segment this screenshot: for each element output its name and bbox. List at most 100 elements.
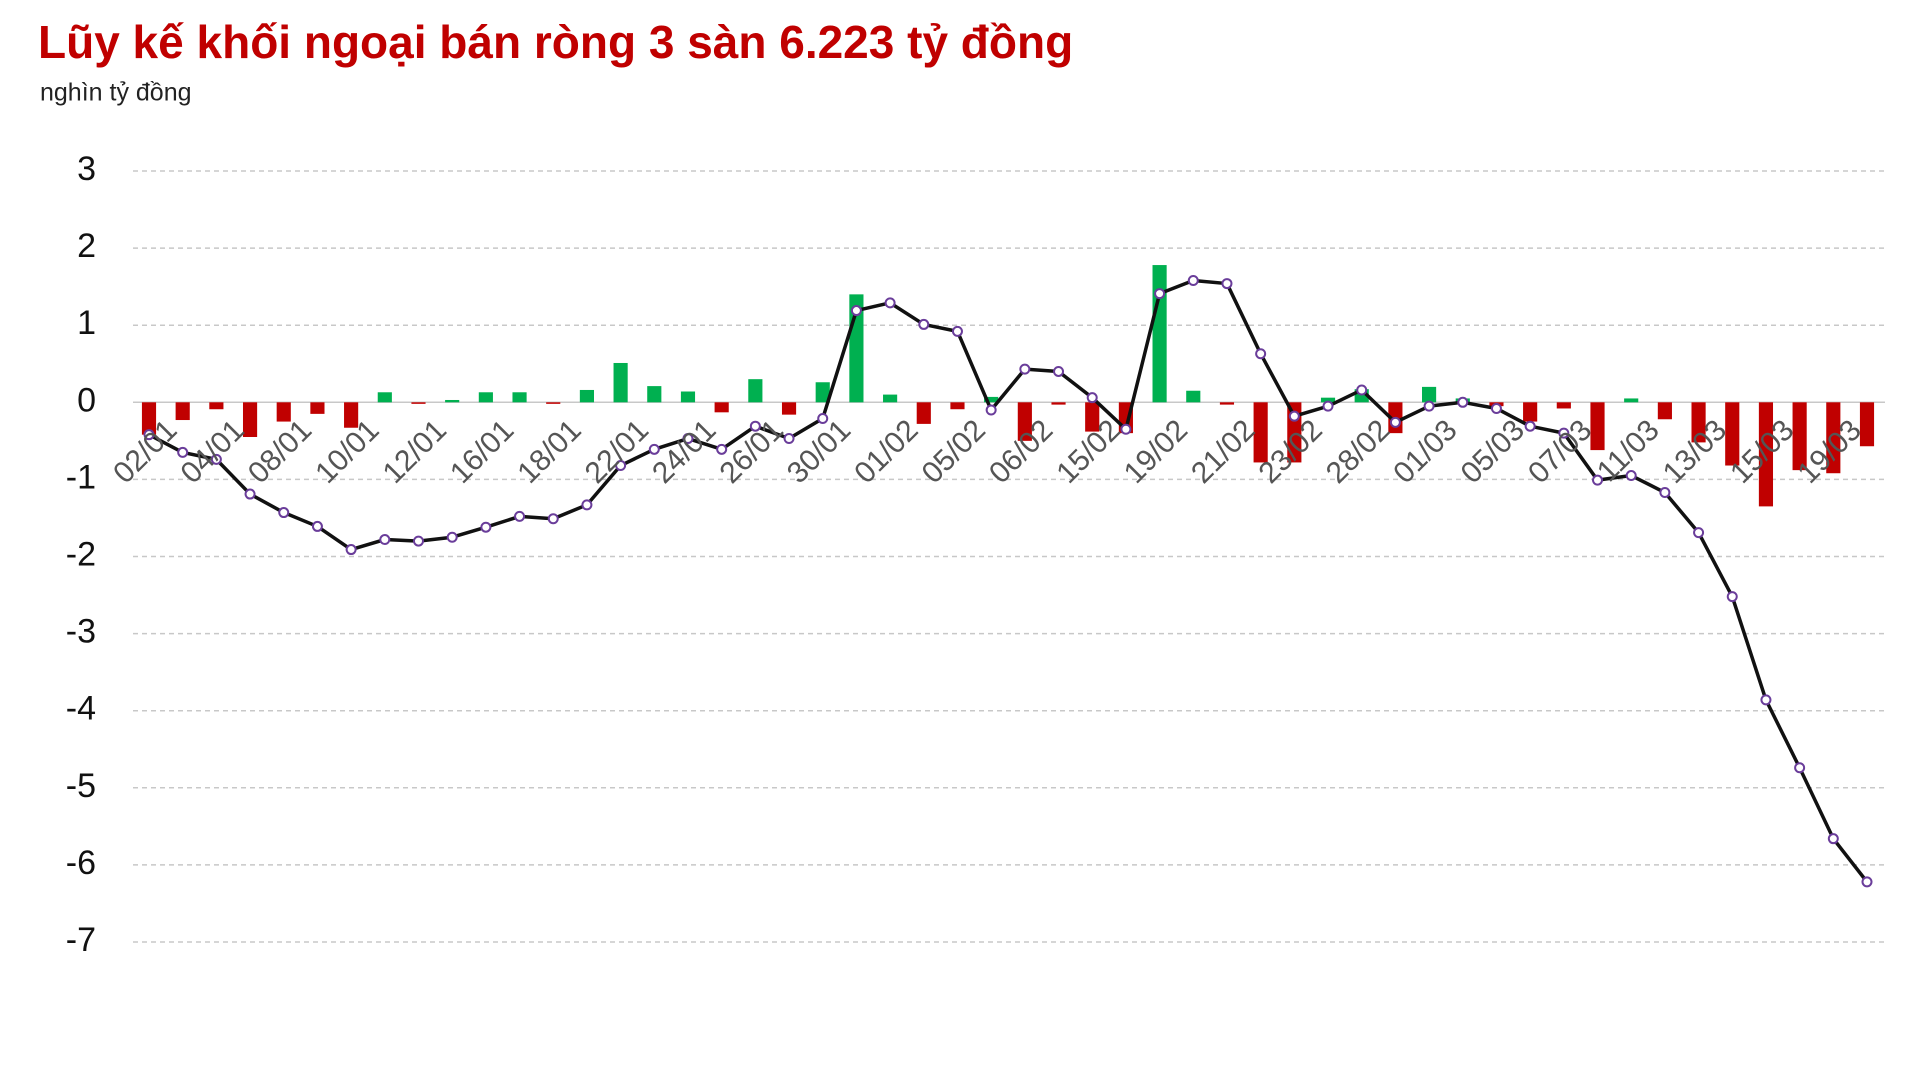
- bar: [478, 392, 493, 403]
- line-marker: [311, 520, 323, 532]
- line-marker: [1726, 591, 1738, 603]
- line-marker: [244, 488, 256, 500]
- y-tick-label: -5: [66, 767, 96, 805]
- line-marker: [1255, 348, 1267, 360]
- line-marker: [985, 404, 997, 416]
- line-marker: [345, 544, 357, 556]
- y-tick-label: 3: [77, 150, 96, 188]
- bar: [1725, 402, 1740, 466]
- x-tick-label: 30/01: [781, 414, 857, 490]
- bar: [175, 402, 190, 421]
- line-marker: [1693, 527, 1705, 539]
- chart-title: Lũy kế khối ngoại bán ròng 3 sàn 6.223 t…: [38, 16, 1073, 68]
- bar: [344, 402, 359, 428]
- y-tick-label: -1: [66, 458, 96, 496]
- bar: [1758, 402, 1774, 507]
- line-marker: [783, 433, 795, 445]
- x-tick-label: 05/02: [916, 414, 992, 490]
- y-tick-label: -2: [66, 535, 96, 573]
- bar: [1320, 397, 1336, 403]
- y-tick-label: -7: [66, 921, 96, 959]
- bar: [613, 362, 628, 403]
- line-marker: [1053, 365, 1065, 377]
- line-marker: [1288, 410, 1300, 422]
- bar: [950, 402, 965, 410]
- line-marker: [210, 453, 222, 465]
- line-marker: [446, 531, 458, 543]
- bar: [1691, 402, 1706, 443]
- line-marker: [817, 412, 829, 424]
- bar: [411, 402, 426, 404]
- bar: [680, 391, 696, 403]
- bar: [546, 402, 561, 404]
- line-marker: [379, 534, 391, 546]
- line-marker: [615, 460, 627, 472]
- bar: [579, 389, 594, 403]
- line-marker: [951, 325, 963, 337]
- line-marker: [480, 521, 492, 533]
- x-tick-label: 16/01: [444, 414, 520, 490]
- bar: [377, 392, 392, 403]
- x-tick-label: 05/03: [1455, 414, 1531, 490]
- line-marker: [1423, 400, 1435, 412]
- bar: [310, 402, 325, 414]
- line: [148, 278, 1869, 883]
- bar: [815, 382, 830, 403]
- bar: [1792, 402, 1807, 471]
- y-axis-label: nghìn tỷ đồng: [40, 79, 192, 107]
- bar: [781, 402, 797, 415]
- line-marker: [1659, 487, 1671, 499]
- line-marker: [1356, 384, 1368, 396]
- y-tick-label: -4: [66, 690, 96, 728]
- bar: [276, 402, 291, 422]
- line-marker: [1827, 833, 1839, 845]
- bar: [1186, 390, 1201, 403]
- bar: [1523, 402, 1538, 422]
- bar: [1590, 402, 1605, 451]
- bar: [1556, 402, 1571, 409]
- line-marker: [1019, 363, 1031, 375]
- line-marker: [177, 446, 189, 458]
- bar: [1152, 265, 1167, 403]
- bar: [748, 379, 763, 403]
- line-marker: [1592, 474, 1604, 486]
- line-marker: [1221, 278, 1233, 290]
- bar: [445, 399, 460, 403]
- bar: [916, 402, 931, 424]
- line-marker: [749, 420, 761, 432]
- y-tick-label: -3: [66, 613, 96, 651]
- bar: [714, 402, 729, 413]
- line-marker: [648, 443, 660, 455]
- line-marker: [1524, 420, 1536, 432]
- line-marker: [1625, 470, 1637, 482]
- bar: [1422, 386, 1437, 403]
- bar: [1826, 402, 1841, 474]
- bar: [1051, 402, 1066, 405]
- line-marker: [716, 443, 728, 455]
- x-tick-label: 12/01: [377, 414, 453, 490]
- bar: [1624, 398, 1639, 403]
- line-marker: [918, 318, 930, 330]
- line-marker: [1154, 288, 1166, 300]
- x-tick-label: 28/02: [1320, 414, 1396, 490]
- line-marker: [412, 535, 424, 547]
- y-tick-label: 1: [77, 304, 96, 342]
- line-marker: [1389, 416, 1401, 428]
- x-tick-label: 21/02: [1185, 414, 1261, 490]
- line-marker: [1187, 274, 1199, 286]
- line-marker: [514, 510, 526, 522]
- line-marker: [1457, 396, 1469, 408]
- bar: [1859, 402, 1875, 447]
- line-marker: [581, 499, 593, 511]
- line-marker: [547, 513, 559, 525]
- bar: [1219, 402, 1235, 405]
- line-marker: [1861, 876, 1873, 888]
- bar: [883, 394, 898, 403]
- line-marker: [278, 507, 290, 519]
- line-marker: [1322, 400, 1334, 412]
- x-tick-label: 01/02: [848, 414, 924, 490]
- bar: [512, 392, 527, 403]
- bar: [1085, 402, 1100, 432]
- bar: [141, 402, 157, 435]
